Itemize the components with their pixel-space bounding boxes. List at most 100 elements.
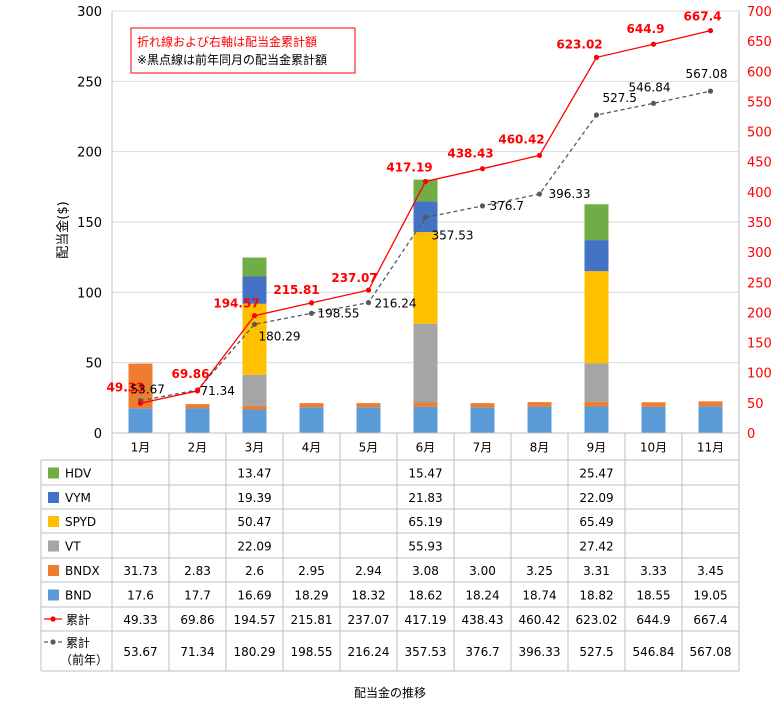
axes: 0 50 100 150 200 250 300 0 50 100 150 200 250 300 350 4…: [77, 5, 772, 442]
table-cell: 18.24: [465, 589, 499, 603]
cumulative-label-9: 623.02: [556, 37, 602, 51]
bar-bnd-6: [413, 406, 438, 433]
table-cell: 3.25: [526, 564, 553, 578]
data-table: 1月 2月 3月 4月 5月 6月 7月 8月 9月 10月 11月 HDV 13.47 15.47 25.…: [40, 432, 740, 672]
stacked-bars: [128, 179, 723, 433]
cumulative-point-10: [650, 41, 657, 47]
cumulative-point-2: [194, 388, 201, 394]
legend-swatch-bndx: [48, 565, 59, 576]
bar-bndx-4: [299, 403, 324, 408]
month-header-7: 7月: [473, 441, 493, 455]
cumulative-prev-label-2: 71.34: [201, 384, 235, 398]
cumulative-prev-label-9: 527.5: [603, 91, 637, 105]
y-axis-label: 配当金($): [55, 201, 71, 258]
y-tick-label: 50: [85, 357, 102, 372]
table-cell: 69.86: [180, 613, 214, 627]
cumulative-point-8: [536, 152, 543, 159]
table-cell: 19.39: [237, 491, 271, 505]
table-cell: 18.55: [636, 589, 670, 603]
cumulative-point-11: [707, 28, 714, 34]
y2-tick-label: 450: [747, 156, 772, 171]
table-cell: 194.57: [234, 613, 276, 627]
legend-swatch-vt: [48, 540, 59, 552]
bar-spyd-9: [584, 271, 609, 364]
legend-label-cumulative-prev-1: 累計: [66, 635, 90, 650]
bar-bnd-3: [242, 409, 267, 433]
cumulative-point-9: [593, 54, 600, 61]
bar-bnd-4: [299, 407, 324, 433]
y2-tick-label: 200: [747, 306, 772, 321]
cumulative-prev-point-9: [593, 112, 600, 118]
month-header-11: 11月: [697, 441, 724, 455]
table-cell: 357.53: [405, 645, 447, 659]
legend-label-bndx: BNDX: [65, 564, 100, 578]
cumulative-prev-point-4: [308, 310, 315, 316]
legend-label-vt: VT: [65, 540, 81, 554]
cumulative-prev-point-5: [365, 300, 372, 306]
note-line-1: 折れ線および右軸は配当金累計額: [137, 34, 317, 49]
month-header-5: 5月: [359, 441, 379, 455]
legend-label-spyd: SPYD: [65, 515, 96, 529]
table-cell: 3.08: [412, 564, 439, 578]
table-cell: 18.29: [294, 589, 328, 603]
table-cell: 65.49: [579, 515, 613, 529]
cumulative-prev-point-10: [650, 100, 657, 106]
table-cell: 527.5: [579, 645, 613, 659]
cumulative-label-11: 667.4: [684, 10, 722, 24]
table-cell: 49.33: [123, 613, 157, 627]
table-cell: 567.08: [690, 645, 732, 659]
cumulative-prev-point-3: [251, 321, 258, 327]
legend-swatch-vym: [48, 492, 59, 503]
month-header-2: 2月: [188, 441, 208, 455]
table-cell: 237.07: [348, 613, 390, 627]
y2-tick-label: 300: [747, 246, 772, 261]
bar-bndx-5: [356, 403, 381, 408]
bar-bndx-10: [641, 402, 666, 407]
cumulative-label-4: 215.81: [273, 283, 319, 297]
cumulative-prev-line: [140, 90, 711, 402]
table-cell: 2.6: [245, 564, 264, 578]
bar-bndx-8: [527, 402, 552, 407]
y2-tick-label: 350: [747, 216, 772, 231]
bar-vt-6: [413, 323, 438, 403]
table-cell: 22.09: [237, 540, 271, 554]
bar-bndx-11: [698, 401, 723, 407]
bar-bndx-3: [242, 405, 267, 410]
legend-label-cumulative: 累計: [66, 612, 90, 627]
table-cell: 2.94: [355, 564, 382, 578]
y2-tick-label: 650: [747, 35, 772, 50]
legend-swatch-spyd: [48, 516, 59, 527]
bar-bndx-6: [413, 402, 438, 407]
cumulative-prev-label-7: 376.7: [490, 199, 524, 213]
bar-bnd-2: [185, 408, 210, 433]
table-cell: 15.47: [408, 467, 442, 481]
month-header-9: 9月: [587, 441, 607, 455]
cumulative-point-7: [479, 166, 486, 172]
note-box: 折れ線および右軸は配当金累計額 ※黒点線は前年同月の配当金累計額: [130, 27, 356, 74]
cumulative-label-2: 69.86: [172, 367, 210, 381]
table-cell: 17.6: [127, 589, 154, 603]
data-labels: 49.33 69.86 194.57 215.81 237.07 417.19 438.43…: [107, 10, 728, 398]
legend-swatch-hdv: [48, 467, 59, 479]
cumulative-lines: [137, 28, 714, 406]
table-cell: 438.43: [462, 613, 504, 627]
legend-marker-cumulative: [50, 616, 56, 622]
cumulative-label-8: 460.42: [498, 132, 544, 146]
table-cell: 546.84: [633, 645, 675, 659]
bar-bndx-7: [470, 403, 495, 408]
cumulative-prev-label-10: 546.84: [629, 80, 671, 94]
legend-label-cumulative-prev-2: （前年）: [60, 652, 108, 667]
y2-tick-label: 700: [747, 5, 772, 20]
table-cell: 180.29: [234, 645, 276, 659]
table-cell: 623.02: [576, 613, 618, 627]
cumulative-prev-point-7: [479, 203, 486, 209]
table-cell: 25.47: [579, 467, 613, 481]
table-cell: 27.42: [579, 540, 613, 554]
y2-tick-label: 600: [747, 65, 772, 80]
bar-vt-9: [584, 363, 609, 402]
bar-bnd-7: [470, 407, 495, 433]
y2-tick-label: 150: [747, 337, 772, 352]
legend-swatch-bnd: [48, 589, 59, 601]
cumulative-point-4: [308, 300, 315, 306]
cumulative-prev-label-1: 53.67: [131, 383, 165, 397]
